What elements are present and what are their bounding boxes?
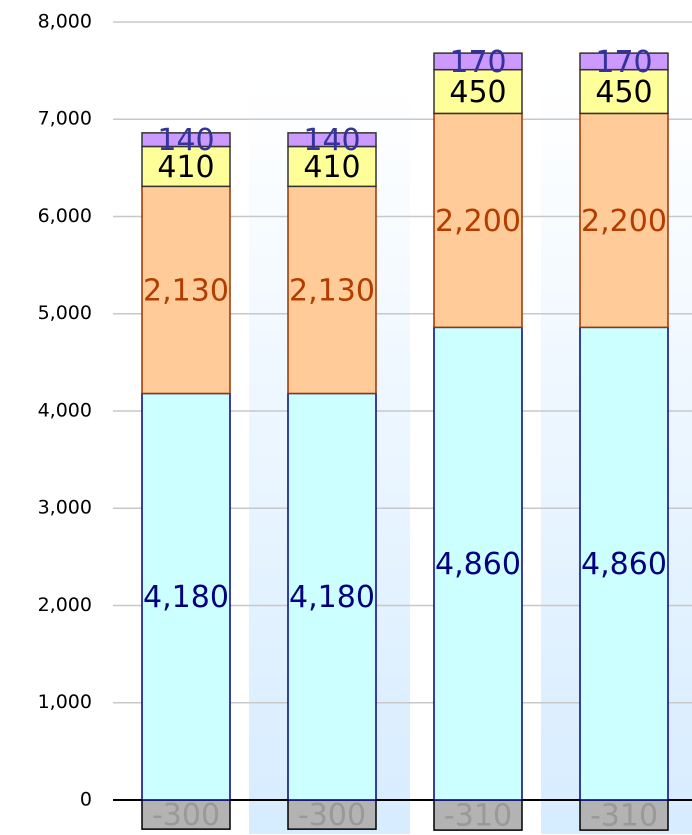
data-label: 410 [157,150,214,185]
y-tick-label: 8,000 [38,11,92,33]
y-tick-label: 5,000 [38,302,92,324]
data-label: -300 [298,798,366,833]
data-label: -310 [590,799,658,834]
y-tick-label: 4,000 [38,399,92,421]
data-label: 140 [303,123,360,158]
data-label: -300 [152,798,220,833]
bar-segment [433,68,523,115]
data-label: -310 [444,799,512,834]
bar-segment [433,52,523,71]
data-label: 450 [595,75,652,110]
data-label: 140 [157,123,214,158]
bar-segment [141,392,231,801]
data-label: 170 [595,45,652,80]
y-tick-label: 0 [80,788,92,810]
y-tick-label: 3,000 [38,497,92,519]
bar-segment [141,132,231,148]
y-tick-label: 1,000 [38,691,92,713]
data-label: 4,860 [435,547,521,582]
bar-segment [579,326,669,801]
bar-segment [579,68,669,115]
bar-segment [579,112,669,329]
data-label: 2,200 [581,204,667,239]
data-label: 4,860 [581,547,667,582]
bar-segment [433,799,523,831]
bar-segment [433,326,523,801]
bar-segment [433,112,523,329]
y-tick-label: 6,000 [38,205,92,227]
bar-segment [287,392,377,801]
bar-segment [141,145,231,188]
y-tick-label: 2,000 [38,594,92,616]
bar-segment [579,799,669,831]
bar-segment [579,52,669,71]
y-tick-label: 7,000 [38,108,92,130]
data-label: 2,200 [435,204,521,239]
data-label: 410 [303,150,360,185]
bar-segment [141,185,231,395]
bar-segment [287,185,377,395]
data-label: 2,130 [289,273,375,308]
bar-segment [287,132,377,148]
bar-segment [287,145,377,188]
data-label: 4,180 [289,580,375,615]
data-label: 170 [449,45,506,80]
data-label: 4,180 [143,580,229,615]
bar-segment [141,799,231,830]
data-label: 450 [449,75,506,110]
bar-segment [287,799,377,830]
data-label: 2,130 [143,273,229,308]
